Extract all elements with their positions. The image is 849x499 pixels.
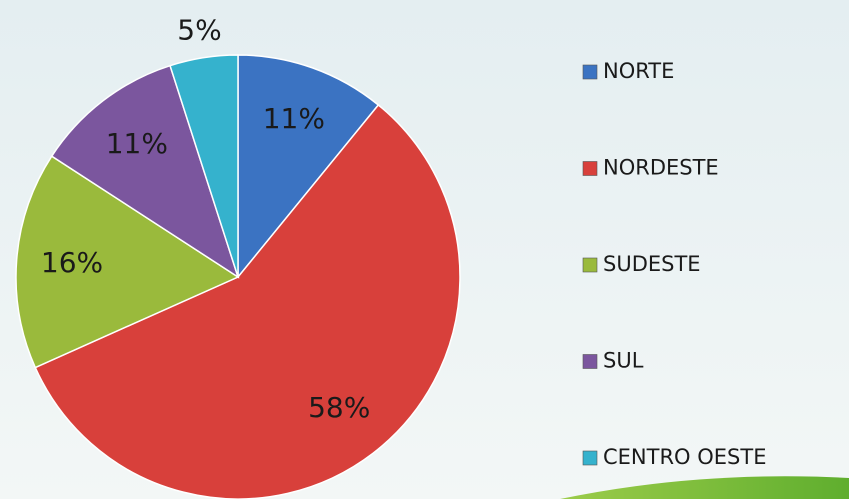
legend-label: SUL <box>603 349 644 373</box>
legend-label: NORTE <box>603 59 674 83</box>
legend: NORTE NORDESTE SUDESTE SUL CENTRO OESTE <box>582 59 767 469</box>
legend-swatch <box>582 354 598 369</box>
pie-slice <box>169 54 239 278</box>
slice-label: 16% <box>41 246 103 279</box>
legend-swatch <box>582 161 598 176</box>
slice-label: 5% <box>177 13 221 46</box>
legend-label: NORDESTE <box>603 156 719 180</box>
slice-label: 11% <box>106 127 168 160</box>
legend-swatch <box>582 64 598 80</box>
slice-label: 11% <box>263 102 325 135</box>
pie-slice <box>50 64 240 279</box>
decor-swoosh <box>560 476 849 499</box>
legend-swatch <box>582 450 598 466</box>
legend-swatch <box>582 257 598 273</box>
legend-label: CENTRO OESTE <box>603 445 767 469</box>
slice-label: 58% <box>308 391 370 424</box>
pie: 11% 58% 16% 11% 5% <box>15 13 461 499</box>
pie-slice <box>34 103 461 499</box>
legend-label: SUDESTE <box>603 252 701 276</box>
pie-slice <box>15 155 240 369</box>
pie-slice <box>237 54 380 280</box>
